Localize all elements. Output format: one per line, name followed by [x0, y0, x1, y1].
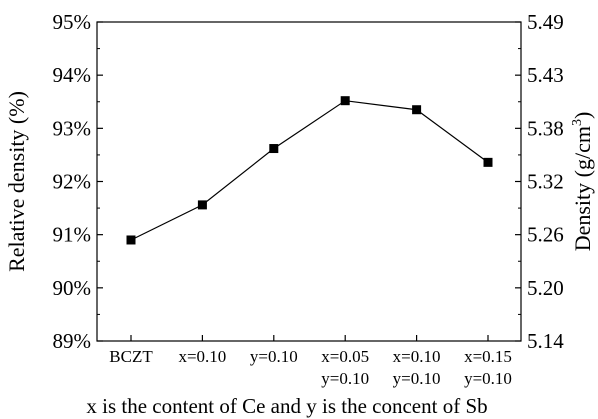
- x-axis: BCZT x=0.10 y=0.10 x=0.05 y=0.10 x=0.10 y=0.10…: [109, 335, 512, 388]
- y-tick-label: 89%: [53, 329, 92, 353]
- y-tick-label: 92%: [53, 170, 92, 194]
- y2-tick-label: 5.43: [527, 63, 564, 87]
- y-tick-label: 90%: [53, 276, 92, 300]
- data-markers: [126, 96, 493, 245]
- y-tick-label: 91%: [53, 223, 92, 247]
- right-axis: 5.14 5.20 5.26 5.32 5.38 5.43 5.49: [515, 10, 564, 353]
- x-tick-label: y=0.10: [250, 347, 298, 366]
- y-tick-label: 93%: [53, 116, 92, 140]
- x-tick-label: BCZT: [109, 347, 153, 366]
- y2-tick-label: 5.14: [527, 329, 564, 353]
- y2-tick-label: 5.38: [527, 116, 564, 140]
- x-tick-label: y=0.10: [321, 369, 369, 388]
- y2-axis-title: Density (g/cm3): [570, 112, 595, 252]
- x-tick-label: y=0.10: [393, 369, 441, 388]
- x-tick-label: x=0.15: [464, 347, 512, 366]
- y-tick-label: 95%: [53, 10, 92, 34]
- y2-tick-label: 5.32: [527, 170, 564, 194]
- y2-tick-label: 5.20: [527, 276, 564, 300]
- data-point: [269, 144, 279, 154]
- y-tick-label: 94%: [53, 63, 92, 87]
- x-tick-label: x=0.10: [178, 347, 226, 366]
- series-line: [130, 100, 489, 241]
- x-tick-label: y=0.10: [464, 369, 512, 388]
- left-axis: 89% 90% 91% 92% 93% 94% 95%: [53, 10, 103, 353]
- y2-tick-label: 5.26: [527, 223, 564, 247]
- data-point: [412, 105, 422, 115]
- plot-frame: [96, 21, 522, 342]
- data-point: [340, 96, 350, 106]
- y2-tick-label: 5.49: [527, 10, 564, 34]
- data-point: [197, 200, 207, 210]
- y-axis-title: Relative density (%): [4, 91, 29, 272]
- data-point: [483, 157, 493, 167]
- x-axis-title: x is the content of Ce and y is the conc…: [86, 394, 487, 418]
- x-tick-label: x=0.10: [393, 347, 441, 366]
- x-tick-label: x=0.05: [321, 347, 369, 366]
- data-point: [126, 235, 136, 245]
